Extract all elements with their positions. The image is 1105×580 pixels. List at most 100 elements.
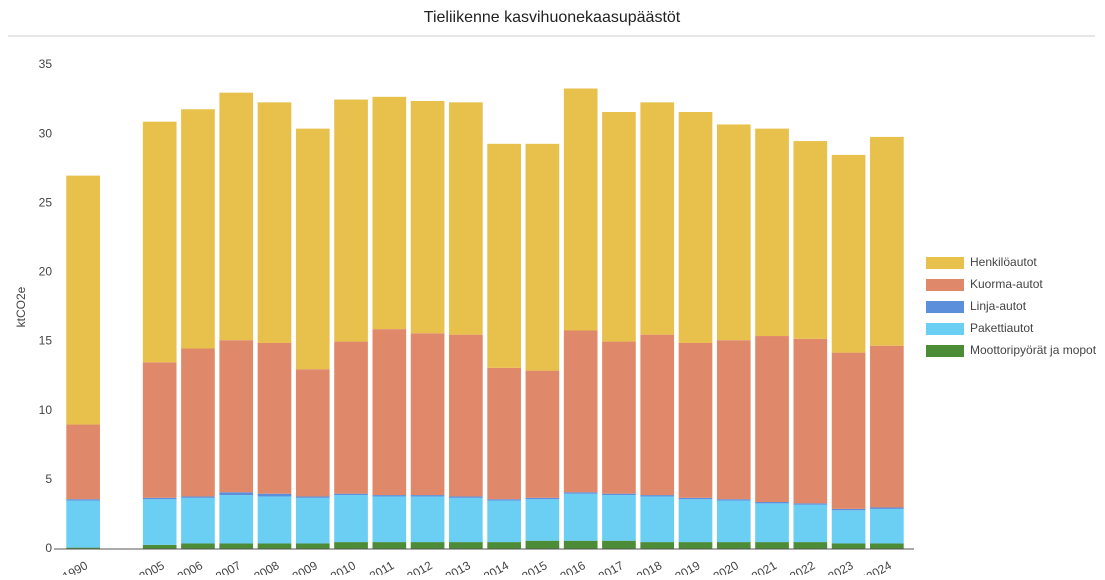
bar-segment bbox=[678, 112, 713, 343]
x-tick-label: E2024 bbox=[857, 558, 894, 575]
bar-segment bbox=[372, 496, 407, 543]
bar-segment bbox=[219, 492, 254, 496]
bar-segment bbox=[831, 508, 866, 511]
bar-segment bbox=[563, 492, 598, 494]
bar-segment bbox=[295, 543, 330, 549]
bar-segment bbox=[257, 493, 292, 497]
bar-segment bbox=[449, 497, 483, 543]
bar-segment bbox=[334, 493, 368, 496]
bar-segment bbox=[372, 96, 407, 330]
bar-segment bbox=[793, 504, 828, 543]
bar-segment bbox=[793, 503, 828, 505]
bar-segment bbox=[410, 496, 445, 543]
bar-segment bbox=[602, 493, 636, 496]
legend-label: Linja-autot bbox=[970, 299, 1027, 313]
bar-segment bbox=[755, 542, 789, 549]
bar-segment bbox=[372, 329, 407, 496]
bar-segment bbox=[142, 544, 177, 549]
bar-segment bbox=[334, 495, 368, 543]
bar-segment bbox=[793, 542, 828, 549]
legend-swatch bbox=[926, 323, 964, 335]
x-tick-label: 2008 bbox=[251, 558, 281, 575]
bar-segment bbox=[640, 542, 675, 549]
bar-segment bbox=[831, 154, 866, 353]
bar-segment bbox=[181, 496, 215, 498]
bar-segment bbox=[142, 121, 177, 363]
bar-segment bbox=[295, 369, 330, 497]
bar-segment bbox=[525, 370, 560, 498]
x-tick-label: 2022 bbox=[787, 558, 817, 575]
bar-segment bbox=[410, 542, 445, 549]
y-tick-label: 15 bbox=[39, 334, 53, 348]
bar-segment bbox=[870, 136, 904, 346]
legend-label: Pakettiautot bbox=[970, 321, 1034, 335]
bar-segment bbox=[66, 500, 100, 548]
bar-segment bbox=[716, 124, 751, 341]
bar-segment bbox=[525, 143, 560, 371]
bar-segment bbox=[716, 500, 751, 543]
bar-segment bbox=[142, 499, 177, 545]
bar-segment bbox=[563, 493, 598, 541]
x-tick-label: 2017 bbox=[596, 558, 626, 575]
bar-segment bbox=[487, 500, 521, 543]
bar-segment bbox=[870, 507, 904, 509]
bar-segment bbox=[487, 143, 521, 368]
bar-segment bbox=[334, 99, 368, 342]
bar-segment bbox=[563, 540, 598, 549]
x-tick-label: 2006 bbox=[175, 558, 205, 575]
y-tick-label: 5 bbox=[45, 472, 52, 486]
bar-segment bbox=[66, 424, 100, 500]
bar-segment bbox=[142, 362, 177, 498]
legend-swatch bbox=[926, 279, 964, 291]
bar-segment bbox=[410, 333, 445, 496]
bar-segment bbox=[142, 497, 177, 500]
bar-segment bbox=[257, 543, 292, 549]
y-tick-label: 10 bbox=[39, 403, 53, 417]
bar-segment bbox=[678, 497, 713, 500]
x-tick-label: 2010 bbox=[328, 558, 358, 575]
bar-segment bbox=[870, 345, 904, 508]
bar-segment bbox=[219, 495, 254, 544]
bar-segment bbox=[602, 112, 636, 342]
bar-segment bbox=[716, 542, 751, 549]
bar-segment bbox=[678, 499, 713, 543]
bar-segment bbox=[716, 499, 751, 501]
bar-segment bbox=[793, 338, 828, 504]
y-tick-label: 0 bbox=[45, 541, 52, 555]
bar-segment bbox=[640, 496, 675, 543]
bar-segment bbox=[525, 540, 560, 549]
bar-segment bbox=[525, 497, 560, 500]
bar-segment bbox=[66, 499, 100, 501]
bar-segment bbox=[257, 342, 292, 494]
bar-segment bbox=[640, 495, 675, 497]
x-tick-label: 1990 bbox=[60, 558, 90, 575]
bar-segment bbox=[602, 341, 636, 494]
bar-segment bbox=[563, 88, 598, 331]
y-tick-label: 25 bbox=[39, 195, 53, 209]
bar-segment bbox=[334, 341, 368, 494]
bar-segment bbox=[372, 495, 407, 497]
bar-segment bbox=[487, 367, 521, 500]
bar-segment bbox=[181, 543, 215, 549]
bar-segment bbox=[563, 330, 598, 493]
bar-segment bbox=[716, 340, 751, 500]
x-tick-label: 2014 bbox=[481, 558, 511, 575]
bar-segment bbox=[257, 496, 292, 544]
y-tick-label: 20 bbox=[39, 265, 53, 279]
x-tick-label: 2013 bbox=[443, 558, 473, 575]
bar-segment bbox=[793, 141, 828, 339]
x-tick-label: 2021 bbox=[749, 558, 779, 575]
bar-segment bbox=[602, 540, 636, 549]
bar-segment bbox=[678, 342, 713, 498]
y-axis-label: ktCO2e bbox=[14, 286, 28, 327]
bar-segment bbox=[449, 496, 483, 498]
bar-segment bbox=[181, 109, 215, 349]
y-tick-label: 30 bbox=[39, 126, 53, 140]
x-tick-label: 2012 bbox=[405, 558, 435, 575]
bar-segment bbox=[181, 497, 215, 544]
legend-label: Henkilöautot bbox=[970, 255, 1037, 269]
bar-segment bbox=[334, 542, 368, 549]
bar-segment bbox=[257, 102, 292, 343]
bar-segment bbox=[831, 510, 866, 544]
bar-segment bbox=[755, 503, 789, 543]
